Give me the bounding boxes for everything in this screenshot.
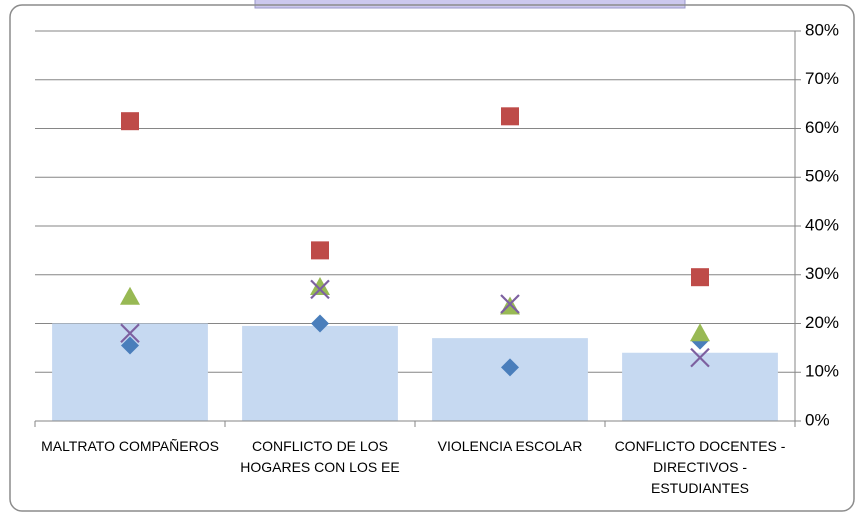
square-marker: [501, 107, 519, 126]
square-marker: [311, 241, 329, 260]
y-tick-label: 30%: [805, 264, 839, 283]
bar: [432, 338, 588, 421]
bar: [242, 325, 398, 421]
square-marker: [121, 112, 139, 131]
y-tick-label: 60%: [805, 118, 839, 137]
y-tick-label: 0%: [805, 410, 830, 429]
x-tick-label: VIOLENCIA ESCOLAR: [437, 438, 583, 454]
triangle-marker: [690, 323, 710, 342]
y-tick-label: 80%: [805, 20, 839, 39]
square-marker: [691, 268, 709, 287]
chart-border: [9, 4, 855, 512]
diamond-marker: [121, 336, 139, 355]
title-box: [254, 0, 686, 9]
y-tick-label: 40%: [805, 215, 839, 234]
x-tick-label: CONFLICTO DE LOS HOGARES CON LOS EE: [240, 438, 400, 475]
y-tick-label: 10%: [805, 362, 839, 381]
x-tick-label: MALTRATO COMPAÑEROS: [41, 438, 219, 454]
bar: [622, 352, 778, 421]
diamond-marker: [501, 358, 519, 377]
diamond-marker: [311, 314, 329, 333]
plot: 0% 10% 20% 30% 40% 50% 60% 70% 80%: [34, 20, 839, 429]
x-tick-label: CONFLICTO DOCENTES - DIRECTIVOS - ESTUDI…: [614, 438, 786, 496]
y-tick-label: 20%: [805, 313, 839, 332]
x-marker: [120, 323, 140, 344]
triangle-marker: [120, 286, 140, 305]
triangle-marker: [310, 276, 330, 295]
y-tick-label: 70%: [805, 69, 839, 88]
x-marker: [310, 279, 330, 300]
x-marker: [500, 294, 520, 314]
y-tick-label: 50%: [805, 167, 839, 186]
x-marker: [690, 347, 710, 368]
